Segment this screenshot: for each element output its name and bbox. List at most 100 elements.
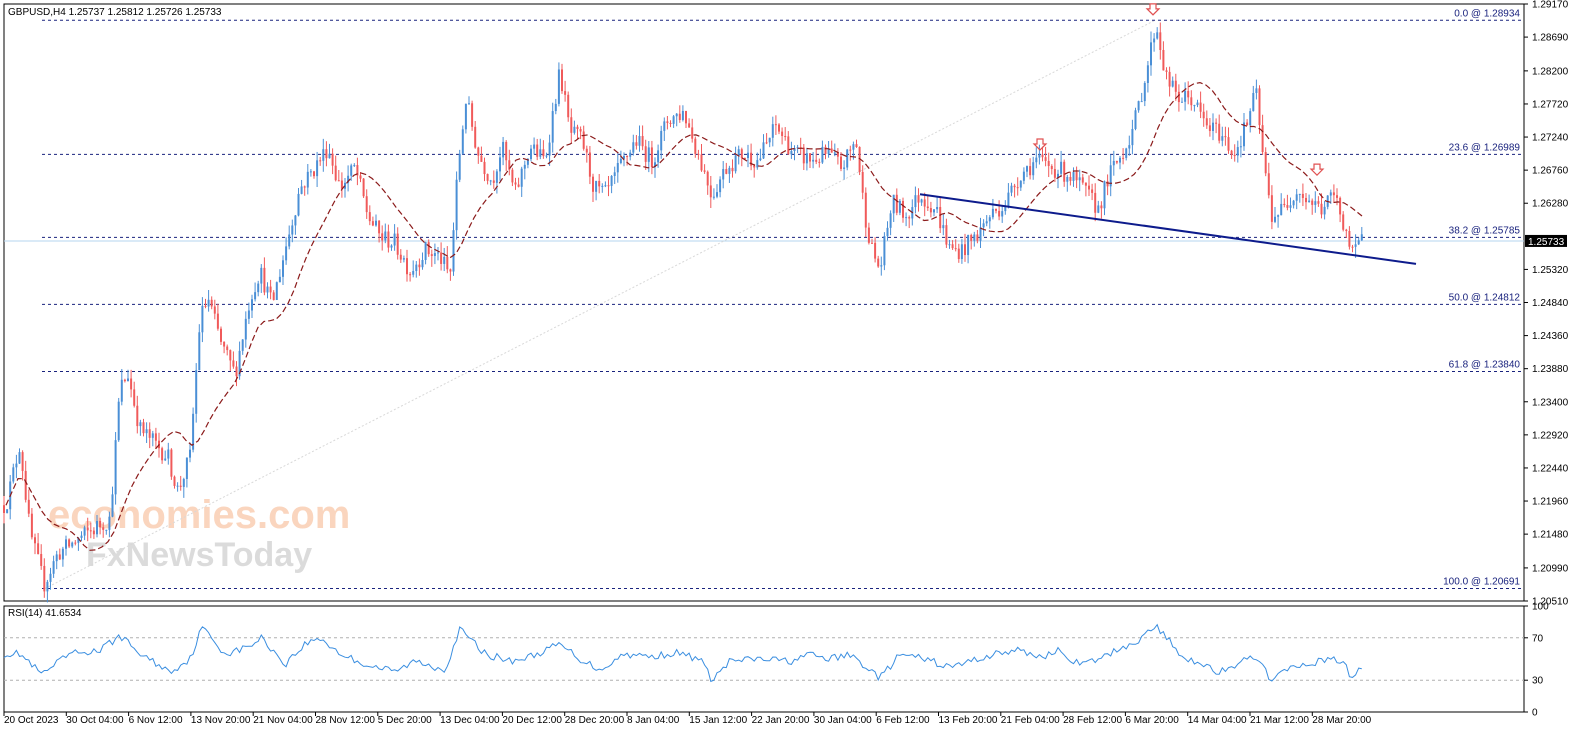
candle-body: [588, 152, 591, 177]
candle-body: [1187, 90, 1190, 98]
price-axis-label: 1.27240: [1532, 133, 1569, 144]
candle-body: [148, 429, 151, 438]
candle-body: [1280, 203, 1283, 216]
candle-body: [418, 264, 421, 268]
candle-body: [458, 153, 461, 180]
time-axis-label: 13 Dec 04:00: [440, 715, 500, 726]
candle-body: [371, 221, 374, 226]
rsi-axis-label: 0: [1532, 708, 1538, 719]
time-axis-label: 20 Dec 12:00: [502, 715, 562, 726]
candle-body: [1168, 71, 1171, 87]
time-axis-label: 8 Jan 04:00: [627, 715, 680, 726]
candle-body: [409, 274, 412, 276]
price-axis-label: 1.25320: [1532, 265, 1569, 276]
candle-body: [1342, 214, 1345, 230]
candle-body: [1190, 97, 1193, 106]
candle-body: [936, 206, 939, 210]
candle-body: [867, 227, 870, 243]
candle-body: [898, 200, 901, 213]
candle-body: [210, 299, 213, 307]
candle-body: [1286, 205, 1289, 208]
candle-body: [1184, 90, 1187, 102]
candle-body: [1066, 176, 1069, 182]
candle-body: [542, 149, 545, 157]
candle-body: [712, 196, 715, 198]
candle-body: [49, 573, 52, 582]
candle-body: [979, 227, 982, 241]
candle-body: [933, 209, 935, 213]
candle-body: [477, 147, 480, 156]
candle-body: [269, 286, 272, 293]
candle-body: [99, 520, 102, 528]
candle-body: [1181, 101, 1183, 103]
candle-body: [805, 153, 808, 164]
candle-body: [244, 318, 247, 340]
candle-body: [824, 146, 827, 154]
candle-body: [623, 156, 625, 159]
candle-body: [1103, 181, 1106, 209]
candle-body: [768, 137, 771, 143]
candle-body: [319, 160, 322, 162]
candle-body: [170, 449, 173, 477]
candle-body: [573, 126, 576, 133]
candle-body: [610, 175, 613, 186]
candle-body: [1336, 195, 1338, 198]
candle-body: [669, 122, 672, 124]
candle-body: [613, 172, 616, 176]
candle-body: [1143, 82, 1146, 102]
candle-body: [836, 152, 839, 157]
candle-body: [1159, 32, 1162, 50]
candle-body: [204, 305, 207, 307]
candle-body: [1125, 148, 1128, 158]
candle-body: [229, 350, 232, 361]
candle-body: [784, 136, 787, 138]
candle-body: [1153, 38, 1156, 43]
candle-body: [523, 164, 526, 169]
candle-body: [1177, 91, 1180, 103]
candle-body: [508, 160, 511, 170]
trend-line: [919, 193, 1417, 265]
candle-body: [1196, 102, 1199, 106]
candle-body: [464, 103, 467, 130]
time-axis-label: 6 Feb 12:00: [876, 715, 930, 726]
candle-body: [52, 561, 55, 574]
candle-body: [1013, 185, 1016, 188]
candle-body: [1215, 122, 1218, 124]
candle-body: [995, 208, 997, 211]
candle-body: [449, 269, 452, 272]
candle-body: [43, 565, 46, 592]
candle-body: [393, 233, 396, 246]
candle-body: [917, 195, 920, 203]
candle-body: [855, 144, 858, 147]
candle-body: [902, 200, 904, 218]
candle-body: [895, 194, 898, 213]
candle-body: [238, 350, 241, 377]
candle-body: [46, 581, 49, 592]
candle-body: [260, 267, 263, 284]
candle-body: [1205, 118, 1208, 126]
candle-body: [1171, 80, 1174, 87]
candle-body: [554, 103, 557, 112]
candle-body: [266, 286, 269, 293]
time-axis-label: 5 Dec 20:00: [378, 715, 432, 726]
candle-body: [998, 210, 1001, 217]
candle-body: [1270, 195, 1273, 222]
candle-body: [533, 144, 536, 149]
candle-body: [291, 225, 294, 235]
candle-body: [189, 449, 191, 458]
candle-body: [1202, 111, 1205, 119]
candle-body: [390, 245, 393, 248]
time-axis-label: 6 Mar 20:00: [1125, 715, 1179, 726]
candle-body: [198, 332, 201, 371]
candle-body: [765, 142, 768, 144]
down-arrow-icon: [1309, 163, 1325, 176]
candle-body: [1243, 122, 1245, 147]
candle-body: [114, 440, 117, 495]
candle-body: [1332, 192, 1335, 196]
candle-body: [1091, 189, 1094, 193]
candle-body: [40, 553, 43, 566]
candle-body: [1320, 203, 1323, 215]
candle-body: [213, 306, 216, 314]
candle-body: [1208, 125, 1211, 131]
